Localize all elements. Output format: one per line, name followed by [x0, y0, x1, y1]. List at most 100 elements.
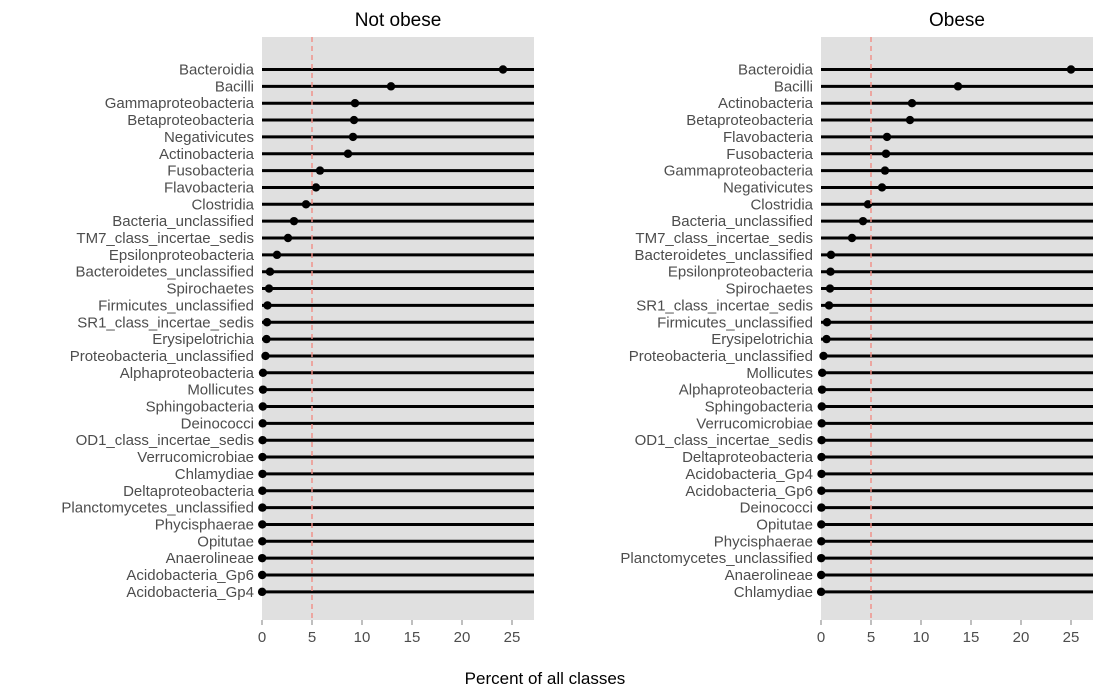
data-point	[881, 149, 891, 158]
data-point	[817, 436, 826, 445]
data-point	[826, 250, 836, 260]
data-point	[343, 149, 353, 158]
data-point	[847, 233, 857, 243]
category-label: Anaerolineae	[166, 550, 254, 567]
category-label: SR1_class_incertae_sedis	[636, 297, 813, 314]
category-label: Flavobacteria	[164, 179, 255, 196]
category-label: Epsilonproteobacteria	[109, 247, 255, 264]
data-point	[907, 99, 917, 108]
data-point	[264, 284, 274, 293]
category-label: Deinococci	[740, 500, 813, 517]
category-label: Acidobacteria_Gp6	[685, 483, 813, 500]
category-label: TM7_class_incertae_sedis	[76, 230, 254, 247]
category-label: Bacteria_unclassified	[112, 213, 254, 230]
category-label: Sphingobacteria	[146, 399, 255, 416]
category-label: Proteobacteria_unclassified	[70, 348, 254, 365]
data-point	[258, 452, 267, 462]
data-point	[258, 503, 267, 512]
category-label: Phycisphaerae	[714, 533, 813, 550]
data-point	[265, 267, 275, 276]
category-label: Actinobacteria	[718, 95, 814, 112]
panel-title: Not obese	[355, 10, 442, 31]
x-tick-label: 5	[867, 629, 875, 646]
category-label: Planctomycetes_unclassified	[620, 550, 813, 567]
category-label: Chlamydiae	[175, 466, 254, 483]
category-label: Clostridia	[191, 196, 254, 213]
category-label: Verrucomicrobiae	[137, 449, 254, 466]
data-point	[822, 334, 831, 344]
category-label: Opitutae	[197, 533, 254, 550]
category-label: Gammaproteobacteria	[105, 95, 255, 112]
data-point	[817, 553, 826, 563]
category-label: Proteobacteria_unclassified	[629, 348, 813, 365]
category-label: Epsilonproteobacteria	[668, 264, 814, 281]
category-label: Flavobacteria	[723, 129, 814, 146]
data-point	[258, 520, 267, 529]
data-point	[817, 419, 826, 428]
data-point	[258, 537, 267, 546]
category-label: Bacteria_unclassified	[671, 213, 813, 230]
category-label: Erysipelotrichia	[711, 331, 813, 348]
category-label: Alphaproteobacteria	[679, 382, 814, 399]
panel-background	[262, 37, 534, 620]
category-label: Deinococci	[181, 415, 254, 432]
data-point	[817, 469, 826, 479]
category-label: Mollicutes	[746, 365, 813, 382]
category-label: Deltaproteobacteria	[123, 483, 255, 500]
x-tick-label: 15	[404, 629, 421, 646]
data-point	[882, 132, 892, 142]
x-tick-label: 25	[504, 629, 521, 646]
category-label: Mollicutes	[187, 382, 254, 399]
category-label: OD1_class_incertae_sedis	[635, 432, 813, 449]
data-point	[817, 537, 826, 546]
x-axis: 0 5 10 15 20 25	[258, 620, 521, 646]
x-tick-label: 0	[258, 629, 266, 646]
x-tick-label: 10	[354, 629, 371, 646]
category-label: Bacilli	[215, 78, 254, 95]
data-point	[819, 351, 828, 361]
data-point	[283, 233, 293, 243]
category-label: Spirochaetes	[166, 281, 254, 298]
category-label: Alphaproteobacteria	[120, 365, 255, 382]
category-label: Acidobacteria_Gp6	[126, 567, 254, 584]
data-point	[905, 115, 915, 125]
data-point	[311, 183, 321, 192]
data-point	[817, 402, 826, 411]
category-label: Clostridia	[750, 196, 813, 213]
data-point	[877, 183, 887, 192]
panel-obese: Obese BacteroidiaBacilliActinobacteriaBe…	[620, 10, 1093, 646]
data-point	[258, 402, 267, 411]
category-label: Acidobacteria_Gp4	[685, 466, 813, 483]
category-label: Bacilli	[774, 78, 813, 95]
data-point	[272, 250, 282, 260]
data-point	[301, 200, 311, 209]
category-label: TM7_class_incertae_sedis	[635, 230, 813, 247]
x-tick-label: 15	[963, 629, 980, 646]
data-point	[817, 520, 826, 529]
category-label: Anaerolineae	[725, 567, 813, 584]
dot-rows: BacteroidiaBacilliGammaproteobacteriaBet…	[61, 62, 534, 601]
x-tick-label: 0	[817, 629, 825, 646]
x-axis: 0 5 10 15 20 25	[817, 620, 1079, 646]
data-point	[261, 351, 270, 361]
data-point	[349, 115, 359, 125]
data-point	[348, 132, 358, 142]
panel-background	[821, 37, 1093, 620]
category-label: Verrucomicrobiae	[696, 415, 813, 432]
data-point	[315, 166, 325, 175]
category-label: Betaproteobacteria	[686, 112, 813, 129]
category-label: Betaproteobacteria	[127, 112, 254, 129]
x-axis-label: Percent of all classes	[465, 669, 626, 688]
data-point	[880, 166, 890, 175]
data-point	[258, 419, 267, 428]
data-point	[817, 486, 826, 495]
data-point	[258, 436, 267, 445]
category-label: Bacteroidia	[738, 62, 814, 79]
data-point	[816, 587, 826, 597]
dot-rows: BacteroidiaBacilliActinobacteriaBetaprot…	[620, 62, 1093, 601]
data-point	[350, 99, 360, 108]
data-point	[289, 216, 299, 226]
category-label: Fusobacteria	[167, 163, 254, 180]
x-tick-label: 5	[308, 629, 316, 646]
